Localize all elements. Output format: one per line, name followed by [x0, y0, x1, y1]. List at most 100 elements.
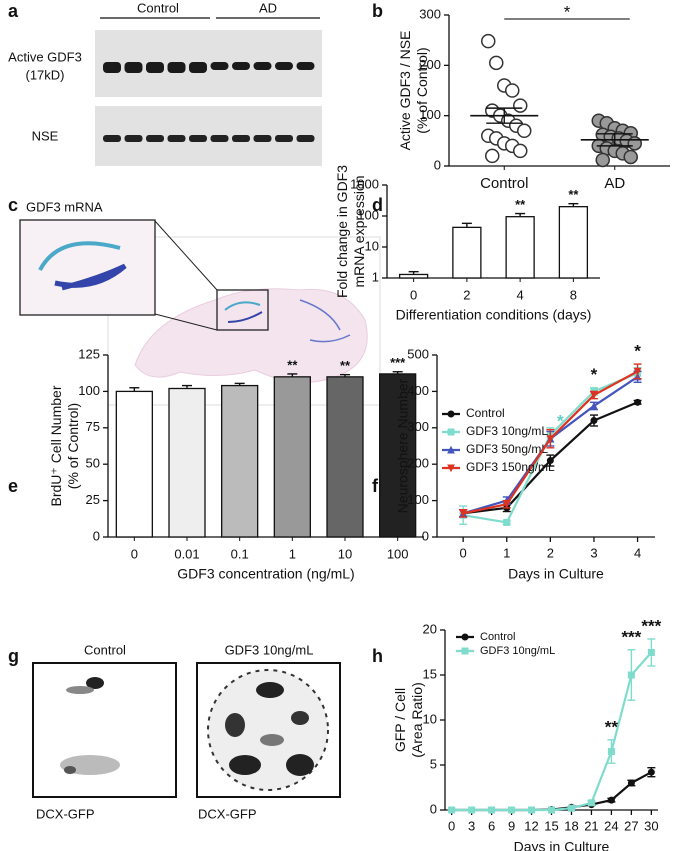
marker	[508, 806, 516, 814]
y-tick-label: 20	[423, 621, 437, 636]
significance: *	[591, 365, 598, 384]
row-label: (17kD)	[25, 67, 64, 82]
y-tick-label: 400	[407, 383, 429, 398]
cell-cluster	[64, 766, 76, 774]
x-tick-label: 2	[547, 545, 554, 560]
series-line	[451, 651, 653, 812]
marker	[447, 445, 455, 454]
x-tick-label: 10	[338, 546, 352, 561]
marker	[647, 768, 655, 776]
significance: **	[340, 358, 351, 373]
y-axis-label: GFP / Cell	[392, 688, 408, 752]
dentate-gyrus	[54, 263, 127, 291]
x-tick-label: 0.1	[231, 546, 249, 561]
significance: **	[605, 717, 619, 736]
marker	[587, 799, 595, 807]
blot-band	[103, 62, 121, 73]
x-axis-label: Differentiation conditions (days)	[396, 307, 592, 323]
error-bar	[486, 107, 523, 124]
blot-band	[296, 62, 315, 70]
data-point	[513, 143, 528, 159]
x-tick-label: AD	[604, 175, 625, 192]
blot-band	[167, 62, 186, 73]
blot-band	[189, 62, 207, 73]
marker	[567, 804, 575, 812]
cerebellum	[299, 299, 351, 343]
error-bar	[129, 387, 140, 392]
error-bar	[596, 133, 633, 147]
y-axis-label: Neurosphere Number	[395, 378, 411, 513]
bar	[168, 387, 206, 538]
legend-label: GDF3 150ng/mL	[466, 460, 555, 474]
legend-label: GDF3 10ng/mL	[480, 645, 555, 657]
data-point	[627, 136, 642, 151]
cell-cluster	[291, 711, 309, 725]
y-tick-label: 75	[86, 419, 100, 434]
marker	[607, 748, 615, 755]
zoom-region	[216, 289, 269, 331]
data-point	[513, 98, 528, 113]
hippocampus	[38, 241, 121, 271]
error-bar	[461, 222, 472, 228]
cell-cluster	[256, 682, 284, 698]
blot-band	[146, 135, 164, 142]
error-bar	[515, 212, 526, 217]
y-tick-label: 300	[407, 419, 429, 434]
y-tick-label: 15	[423, 666, 437, 681]
x-axis-label: Days in Culture	[508, 566, 604, 582]
blot-band	[210, 135, 229, 142]
marker	[590, 401, 598, 410]
significance: ***	[621, 627, 641, 646]
group-label: AD	[259, 0, 277, 15]
y-axis-label: BrdU⁺ Cell Number	[48, 385, 64, 506]
error-bar	[392, 371, 403, 374]
y-axis-label: (% of Control)	[65, 403, 81, 489]
blot-band	[167, 135, 186, 142]
bar	[452, 226, 482, 279]
significance: **	[287, 357, 298, 372]
image-frame	[32, 662, 177, 798]
x-tick-label: 1	[503, 545, 510, 560]
row-label: Active GDF3	[8, 49, 82, 64]
x-tick-label: 4	[517, 287, 524, 302]
condition-label: GDF3 10ng/mL	[225, 642, 314, 657]
blot-band	[103, 135, 121, 142]
zoom-line	[154, 313, 218, 331]
y-tick-label: 0	[434, 157, 441, 172]
significance: ***	[641, 616, 661, 635]
x-tick-label: 18	[564, 818, 578, 833]
x-tick-label: 6	[488, 818, 495, 833]
panel-letter: c	[8, 195, 18, 215]
series-line	[451, 771, 652, 812]
data-point	[489, 55, 504, 71]
y-tick-label: 300	[419, 6, 441, 21]
marker	[647, 649, 655, 656]
data-point	[505, 83, 520, 98]
error-bar	[408, 270, 419, 275]
panel-letter: h	[372, 646, 383, 666]
marker	[503, 518, 511, 526]
cell-cluster	[225, 713, 245, 737]
y-tick-label: 200	[407, 456, 429, 471]
significance: **	[515, 197, 526, 212]
panel-letter: f	[372, 476, 379, 496]
error-bar	[287, 373, 298, 377]
significance: *	[557, 411, 564, 430]
blot-band	[124, 62, 143, 73]
bar	[273, 376, 311, 538]
cell-cluster	[86, 677, 104, 689]
condition-label: Control	[84, 642, 126, 657]
x-axis-label: GDF3 concentration (ng/mL)	[177, 566, 354, 582]
blot-band	[124, 135, 143, 142]
y-tick-label: 200	[419, 57, 441, 72]
y-tick-label: 125	[78, 346, 100, 361]
panel-letter: a	[8, 1, 19, 21]
y-tick-label: 1000	[350, 176, 379, 191]
marker	[546, 435, 555, 443]
legend-label: GDF3 50ng/mL	[466, 442, 548, 456]
bar	[558, 206, 589, 279]
image-title: GDF3 mRNA	[26, 199, 103, 214]
row-label: NSE	[32, 128, 59, 143]
panel-letter: b	[372, 1, 383, 21]
x-tick-label: 3	[468, 818, 475, 833]
